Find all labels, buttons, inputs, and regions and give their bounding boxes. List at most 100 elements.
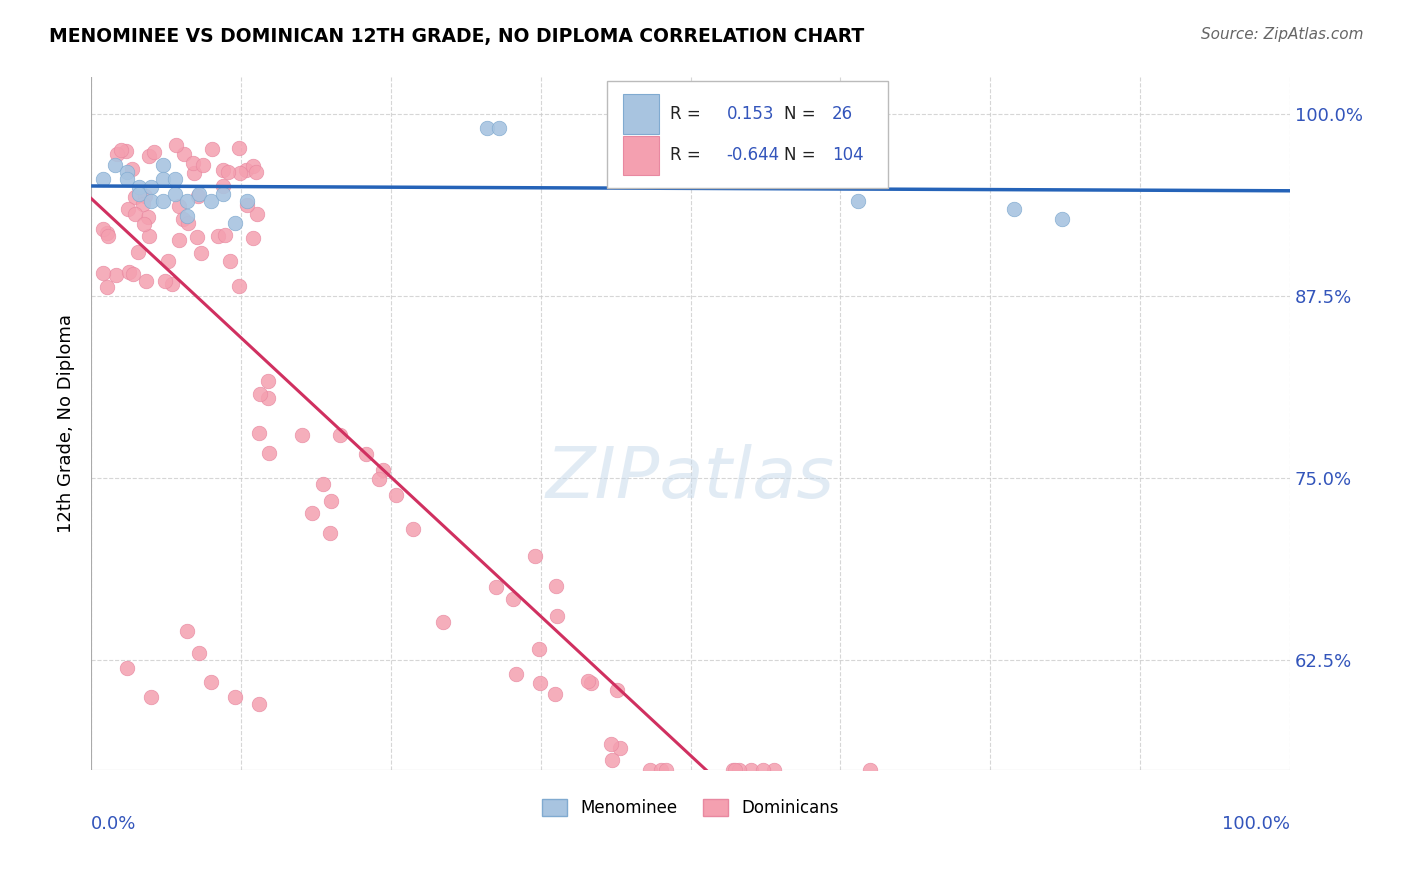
Point (529, 676, 551, 690)
Point (138, 149, 160, 163)
Point (740, 763, 762, 777)
Point (173, 146, 195, 161)
Point (207, 229, 229, 244)
Point (319, 493, 342, 508)
Point (115, 172, 138, 186)
Legend: Menominee, Dominicans: Menominee, Dominicans (536, 792, 845, 823)
Point (138, 228, 160, 243)
Point (187, 189, 209, 203)
Point (609, 741, 631, 756)
Point (200, 194, 222, 209)
Point (91, 172, 114, 186)
FancyBboxPatch shape (606, 81, 889, 188)
Point (638, 763, 661, 777)
Point (139, 179, 162, 194)
Point (606, 683, 628, 698)
Point (143, 145, 166, 159)
Point (505, 667, 527, 681)
Point (787, 151, 810, 165)
Point (104, 158, 127, 172)
Point (97, 229, 120, 244)
Point (124, 190, 146, 204)
Point (93, 222, 115, 236)
Point (256, 375, 278, 389)
Point (402, 523, 425, 537)
Point (245, 165, 267, 179)
Point (1052, 211, 1074, 226)
Point (763, 763, 786, 777)
Point (858, 763, 880, 777)
Point (543, 687, 565, 701)
Point (115, 661, 138, 675)
Point (105, 147, 128, 161)
Point (329, 428, 352, 442)
Text: 104: 104 (832, 146, 863, 164)
Point (121, 161, 143, 176)
Point (291, 427, 314, 442)
Text: 0.0%: 0.0% (91, 814, 136, 833)
Point (385, 488, 408, 502)
Point (724, 763, 747, 777)
Point (242, 231, 264, 245)
Point (432, 615, 454, 630)
Point (600, 737, 623, 751)
Point (124, 207, 146, 221)
Point (367, 472, 389, 486)
Point (236, 198, 259, 212)
Point (165, 138, 187, 153)
Point (249, 387, 271, 401)
Point (246, 207, 269, 221)
Point (727, 763, 749, 777)
Point (104, 268, 127, 282)
Point (181, 156, 204, 170)
Point (135, 274, 157, 288)
Point (93, 266, 115, 280)
Point (524, 549, 547, 563)
Point (96, 280, 118, 294)
Point (212, 187, 235, 202)
Point (1002, 202, 1025, 216)
Point (172, 212, 194, 227)
Point (176, 194, 198, 209)
Point (721, 763, 744, 777)
Point (257, 446, 280, 460)
Point (228, 141, 250, 155)
Point (579, 676, 602, 690)
Text: Source: ZipAtlas.com: Source: ZipAtlas.com (1201, 27, 1364, 42)
Point (128, 187, 150, 202)
Point (160, 277, 183, 291)
Point (219, 254, 242, 268)
Text: 0.153: 0.153 (727, 104, 775, 123)
Point (110, 143, 132, 157)
Point (488, 121, 510, 136)
Point (475, 121, 498, 136)
Point (176, 624, 198, 639)
Text: R =: R = (671, 104, 702, 123)
Point (186, 230, 208, 244)
Point (188, 646, 211, 660)
Point (848, 194, 870, 209)
Text: -0.644: -0.644 (727, 146, 780, 164)
Text: MENOMINEE VS DOMINICAN 12TH GRADE, NO DIPLOMA CORRELATION CHART: MENOMINEE VS DOMINICAN 12TH GRADE, NO DI… (49, 27, 865, 45)
Point (224, 216, 246, 230)
Point (115, 165, 138, 179)
Point (177, 216, 200, 230)
Point (319, 526, 342, 541)
Text: 26: 26 (832, 104, 853, 123)
Point (117, 202, 139, 216)
Point (354, 447, 377, 461)
Point (544, 579, 567, 593)
Point (152, 194, 174, 209)
Point (167, 199, 190, 213)
Point (371, 463, 394, 477)
Point (247, 425, 270, 440)
Point (485, 580, 508, 594)
Point (134, 188, 156, 202)
Point (200, 675, 222, 690)
Point (576, 674, 599, 689)
Point (214, 227, 236, 242)
Text: R =: R = (671, 146, 702, 164)
Point (132, 217, 155, 231)
Point (176, 209, 198, 223)
Point (152, 172, 174, 186)
